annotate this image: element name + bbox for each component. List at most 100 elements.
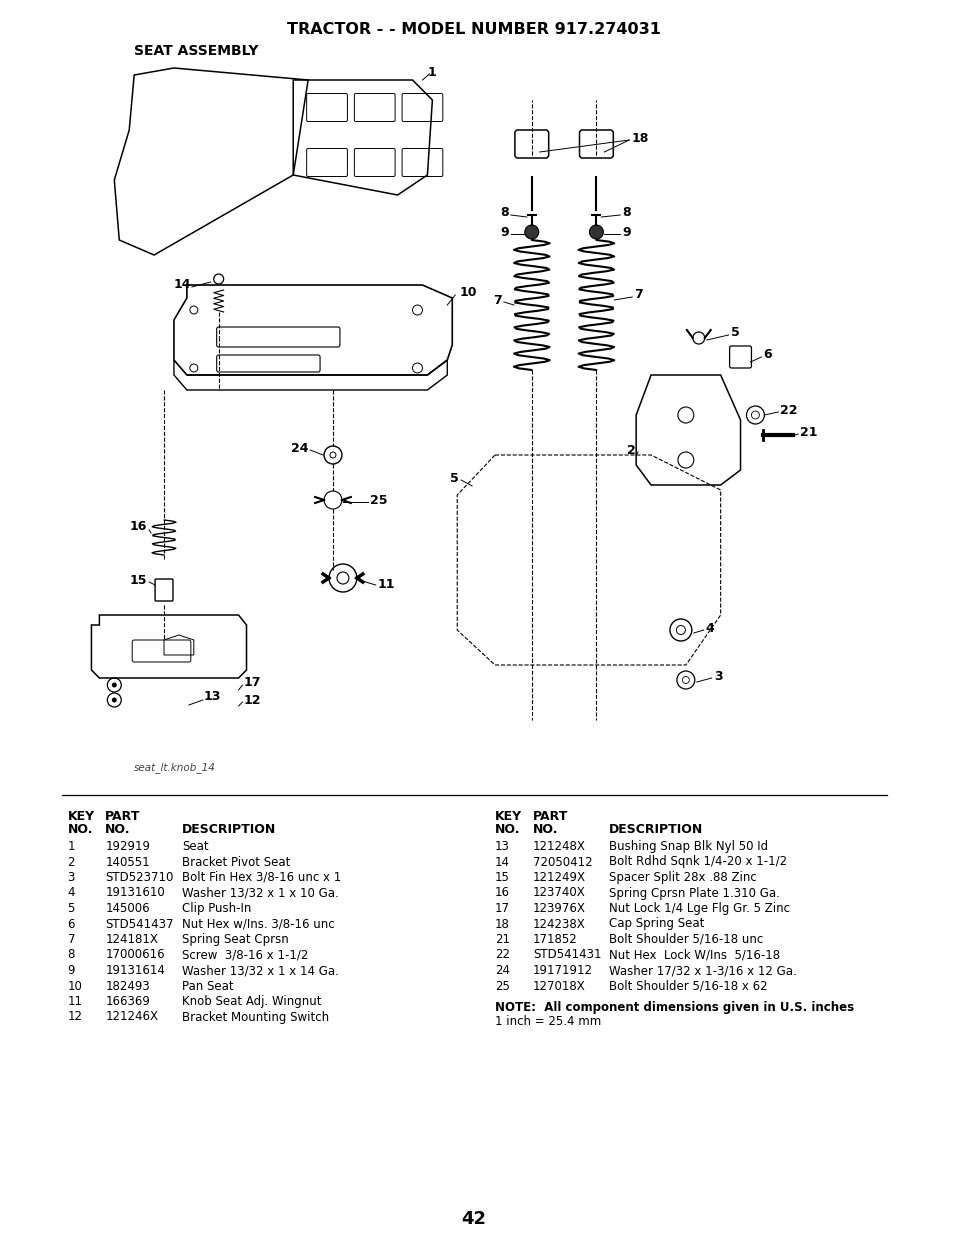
Text: 13: 13 — [204, 691, 221, 703]
Text: Bolt Rdhd Sqnk 1/4-20 x 1-1/2: Bolt Rdhd Sqnk 1/4-20 x 1-1/2 — [609, 856, 786, 868]
Text: TRACTOR - - MODEL NUMBER 917.274031: TRACTOR - - MODEL NUMBER 917.274031 — [287, 22, 660, 37]
Text: 18: 18 — [495, 918, 509, 930]
Text: 121246X: 121246X — [105, 1011, 158, 1023]
Text: Bolt Shoulder 5/16-18 x 62: Bolt Shoulder 5/16-18 x 62 — [609, 980, 767, 992]
Text: 171852: 171852 — [532, 932, 577, 946]
Text: 19171912: 19171912 — [532, 963, 592, 977]
Circle shape — [524, 224, 538, 239]
Text: Bracket Pivot Seat: Bracket Pivot Seat — [182, 856, 290, 868]
Text: KEY: KEY — [68, 810, 94, 823]
Text: 17: 17 — [243, 677, 261, 689]
Text: 124181X: 124181X — [105, 932, 158, 946]
Text: 18: 18 — [631, 131, 648, 145]
Text: KEY: KEY — [495, 810, 521, 823]
Text: STD541437: STD541437 — [105, 918, 173, 930]
Text: 1 inch = 25.4 mm: 1 inch = 25.4 mm — [495, 1016, 600, 1028]
Circle shape — [589, 224, 602, 239]
Text: NO.: NO. — [68, 823, 93, 836]
Text: NOTE:  All component dimensions given in U.S. inches: NOTE: All component dimensions given in … — [495, 1001, 853, 1014]
Text: 12: 12 — [243, 693, 261, 707]
Text: 11: 11 — [377, 579, 395, 591]
Text: 15: 15 — [130, 573, 147, 587]
Text: 4: 4 — [68, 887, 75, 899]
Text: 25: 25 — [370, 494, 387, 506]
Text: 15: 15 — [495, 870, 509, 884]
Text: Washer 13/32 x 1 x 10 Ga.: Washer 13/32 x 1 x 10 Ga. — [182, 887, 338, 899]
Text: seat_lt.knob_14: seat_lt.knob_14 — [134, 763, 215, 773]
Text: 9: 9 — [499, 226, 508, 238]
Text: Seat: Seat — [182, 839, 209, 853]
Text: 12: 12 — [68, 1011, 83, 1023]
Text: 182493: 182493 — [105, 980, 150, 992]
Text: 8: 8 — [499, 207, 508, 219]
Text: 9: 9 — [621, 226, 630, 238]
Text: STD541431: STD541431 — [532, 949, 600, 961]
Text: NO.: NO. — [532, 823, 558, 836]
Text: Knob Seat Adj. Wingnut: Knob Seat Adj. Wingnut — [182, 994, 321, 1008]
Text: 3: 3 — [713, 670, 721, 682]
Text: 17000616: 17000616 — [105, 949, 165, 961]
Text: Bushing Snap Blk Nyl 50 Id: Bushing Snap Blk Nyl 50 Id — [609, 839, 767, 853]
Text: 21: 21 — [800, 425, 817, 439]
Text: 5: 5 — [730, 326, 739, 340]
Text: 19131610: 19131610 — [105, 887, 165, 899]
Text: 121249X: 121249X — [532, 870, 585, 884]
Text: 14: 14 — [173, 279, 191, 291]
Text: Clip Push-In: Clip Push-In — [182, 901, 251, 915]
Text: 11: 11 — [68, 994, 83, 1008]
Text: 10: 10 — [458, 286, 476, 300]
Text: 14: 14 — [495, 856, 510, 868]
Text: Nut Hex  Lock W/Ins  5/16-18: Nut Hex Lock W/Ins 5/16-18 — [609, 949, 780, 961]
Text: 6: 6 — [68, 918, 75, 930]
Text: Bolt Fin Hex 3/8-16 unc x 1: Bolt Fin Hex 3/8-16 unc x 1 — [182, 870, 341, 884]
Text: 19131614: 19131614 — [105, 963, 165, 977]
Text: DESCRIPTION: DESCRIPTION — [609, 823, 702, 836]
Text: 2: 2 — [68, 856, 75, 868]
Text: 10: 10 — [68, 980, 82, 992]
Text: 1: 1 — [427, 66, 436, 78]
Text: 16: 16 — [495, 887, 510, 899]
Text: 16: 16 — [130, 521, 147, 533]
Text: 124238X: 124238X — [532, 918, 585, 930]
Text: 17: 17 — [495, 901, 510, 915]
Text: 42: 42 — [461, 1210, 486, 1228]
Text: Spacer Split 28x .88 Zinc: Spacer Split 28x .88 Zinc — [609, 870, 757, 884]
Text: 22: 22 — [495, 949, 510, 961]
Text: 4: 4 — [705, 621, 714, 635]
Text: 22: 22 — [780, 403, 797, 417]
Text: 8: 8 — [68, 949, 75, 961]
Circle shape — [112, 697, 116, 703]
Text: 7: 7 — [634, 289, 642, 301]
Text: PART: PART — [105, 810, 141, 823]
Text: 7: 7 — [493, 294, 501, 306]
Text: 166369: 166369 — [105, 994, 150, 1008]
Text: 140551: 140551 — [105, 856, 150, 868]
Text: 13: 13 — [495, 839, 509, 853]
Text: 2: 2 — [627, 444, 636, 456]
Text: 24: 24 — [291, 441, 308, 455]
Text: 145006: 145006 — [105, 901, 150, 915]
Text: Spring Seat Cprsn: Spring Seat Cprsn — [182, 932, 289, 946]
Text: 3: 3 — [68, 870, 75, 884]
Text: STD523710: STD523710 — [105, 870, 173, 884]
Text: 25: 25 — [495, 980, 509, 992]
Text: 8: 8 — [621, 207, 630, 219]
Text: 6: 6 — [762, 348, 771, 362]
Text: 1: 1 — [68, 839, 75, 853]
Text: Bracket Mounting Switch: Bracket Mounting Switch — [182, 1011, 329, 1023]
Text: Spring Cprsn Plate 1.310 Ga.: Spring Cprsn Plate 1.310 Ga. — [609, 887, 780, 899]
Text: 24: 24 — [495, 963, 510, 977]
Text: 5: 5 — [450, 471, 458, 485]
Text: 5: 5 — [68, 901, 75, 915]
Text: Bolt Shoulder 5/16-18 unc: Bolt Shoulder 5/16-18 unc — [609, 932, 762, 946]
Text: 192919: 192919 — [105, 839, 151, 853]
Text: Washer 17/32 x 1-3/16 x 12 Ga.: Washer 17/32 x 1-3/16 x 12 Ga. — [609, 963, 797, 977]
Text: DESCRIPTION: DESCRIPTION — [182, 823, 275, 836]
Text: 127018X: 127018X — [532, 980, 585, 992]
Text: 7: 7 — [68, 932, 75, 946]
Text: Nut Hex w/Ins. 3/8-16 unc: Nut Hex w/Ins. 3/8-16 unc — [182, 918, 335, 930]
Text: 72050412: 72050412 — [532, 856, 592, 868]
Text: 123976X: 123976X — [532, 901, 585, 915]
Text: 9: 9 — [68, 963, 75, 977]
Text: NO.: NO. — [105, 823, 131, 836]
